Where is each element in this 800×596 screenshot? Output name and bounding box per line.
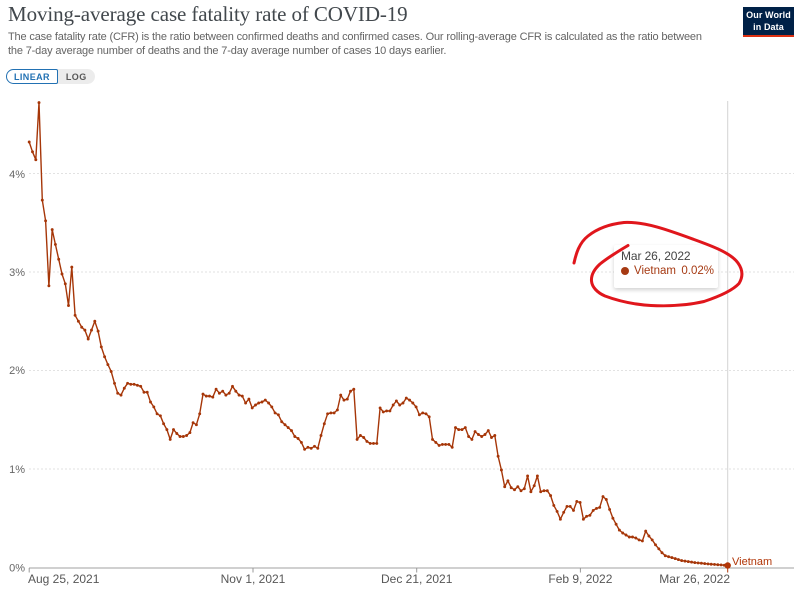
svg-text:4%: 4%: [9, 169, 25, 181]
svg-text:Feb 9, 2022: Feb 9, 2022: [548, 572, 612, 586]
svg-text:Vietnam: Vietnam: [732, 556, 772, 568]
svg-text:0%: 0%: [9, 563, 25, 575]
svg-text:1%: 1%: [9, 464, 25, 476]
svg-text:Dec 21, 2021: Dec 21, 2021: [381, 572, 453, 586]
svg-text:Nov 1, 2021: Nov 1, 2021: [221, 572, 286, 586]
svg-text:Aug 25, 2021: Aug 25, 2021: [28, 572, 100, 586]
svg-text:2%: 2%: [9, 365, 25, 377]
svg-text:Mar 26, 2022: Mar 26, 2022: [659, 572, 730, 586]
svg-text:3%: 3%: [9, 267, 25, 279]
